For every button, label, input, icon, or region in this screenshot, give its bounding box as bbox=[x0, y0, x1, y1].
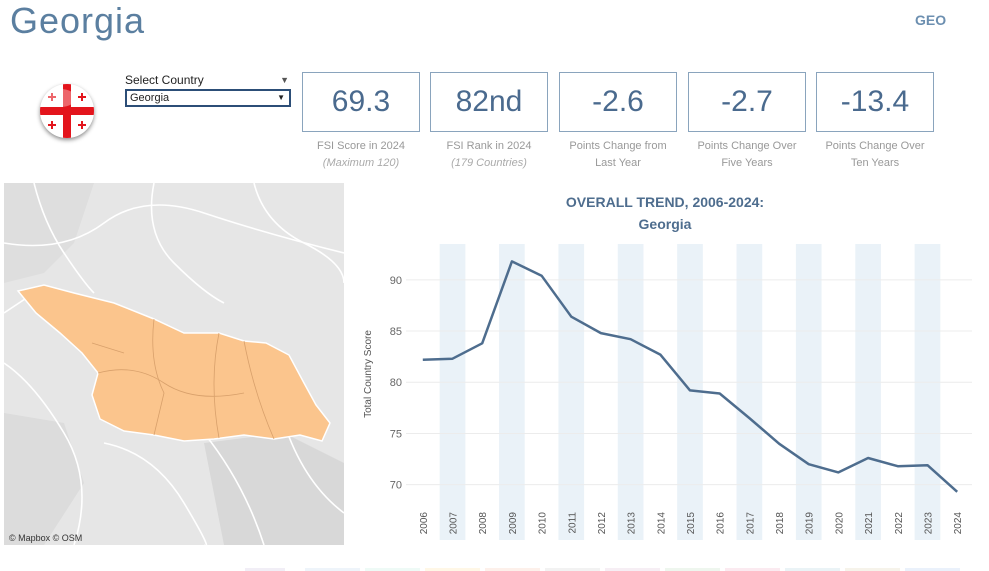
chart-title-text: OVERALL TREND, 2006-2024: bbox=[565, 194, 765, 210]
country-code: GEO bbox=[915, 12, 947, 28]
chart-subtitle: Georgia bbox=[638, 216, 692, 232]
y-tick-label: 90 bbox=[390, 275, 402, 287]
x-tick-label: 2012 bbox=[597, 512, 608, 535]
kpi-label: FSI Rank in 2024 bbox=[446, 140, 532, 152]
year-band bbox=[795, 244, 822, 540]
kpi-change-last-year: -2.6 Points Change from Last Year bbox=[559, 72, 677, 172]
x-tick-label: 2021 bbox=[864, 512, 875, 535]
year-band bbox=[855, 244, 881, 540]
kpi-sublabel: Five Years bbox=[721, 157, 773, 169]
chevron-down-icon[interactable]: ▼ bbox=[277, 93, 285, 102]
x-tick-label: 2024 bbox=[953, 512, 964, 535]
kpi-value: -13.4 bbox=[816, 72, 934, 132]
trend-chart[interactable]: 70 75 80 85 90 Total Country Score 2006 2007 200… bbox=[350, 240, 980, 550]
x-tick-label: 2013 bbox=[627, 512, 638, 535]
selector-menu-caret-icon[interactable]: ▼ bbox=[280, 75, 289, 85]
chart-title: OVERALL TREND, 2006-2024: Georgia bbox=[470, 191, 860, 235]
map-graphic bbox=[4, 183, 344, 545]
x-tick-label: 2011 bbox=[567, 512, 578, 534]
kpi-change-ten-years: -13.4 Points Change Over Ten Years bbox=[816, 72, 934, 172]
kpi-fsi-score: 69.3 FSI Score in 2024 (Maximum 120) bbox=[302, 72, 420, 172]
y-tick-label: 70 bbox=[390, 480, 402, 492]
kpi-sublabel: Last Year bbox=[595, 157, 641, 169]
year-band bbox=[558, 244, 585, 540]
x-tick-label: 2016 bbox=[716, 512, 727, 535]
x-tick-label: 2008 bbox=[478, 512, 489, 535]
kpi-value: 69.3 bbox=[302, 72, 420, 132]
series-line bbox=[422, 260, 959, 493]
x-tick-label: 2010 bbox=[538, 512, 549, 535]
page-title: Georgia bbox=[10, 0, 146, 41]
year-band bbox=[499, 244, 525, 540]
country-dropdown[interactable]: Georgia ▼ bbox=[125, 89, 291, 107]
kpi-value: -2.6 bbox=[559, 72, 677, 132]
year-band bbox=[617, 244, 644, 540]
x-tick-label: 2022 bbox=[894, 512, 905, 535]
x-tick-label: 2023 bbox=[923, 512, 934, 535]
x-tick-label: 2017 bbox=[745, 512, 756, 535]
kpi-label: Points Change from bbox=[569, 140, 667, 152]
x-tick-label: 2014 bbox=[656, 512, 667, 535]
country-selector[interactable]: Select Country ▼ Georgia ▼ bbox=[125, 73, 291, 107]
select-country-label: Select Country bbox=[125, 73, 204, 87]
map-attribution[interactable]: © Mapbox © OSM bbox=[9, 533, 83, 543]
x-tick-label: 2009 bbox=[508, 512, 519, 535]
y-tick-label: 75 bbox=[390, 428, 402, 440]
kpi-fsi-rank: 82nd FSI Rank in 2024 (179 Countries) bbox=[430, 72, 548, 172]
country-map[interactable]: © Mapbox © OSM bbox=[4, 183, 344, 545]
kpi-label: FSI Score in 2024 bbox=[316, 140, 406, 152]
year-band bbox=[914, 244, 941, 540]
x-tick-label: 2019 bbox=[805, 512, 816, 535]
kpi-sublabel: (179 Countries) bbox=[451, 157, 527, 169]
kpi-change-five-years: -2.7 Points Change Over Five Years bbox=[688, 72, 806, 172]
x-tick-label: 2015 bbox=[686, 512, 697, 535]
x-tick-label: 2006 bbox=[419, 512, 430, 535]
kpi-label: Points Change Over bbox=[825, 140, 925, 152]
year-band bbox=[736, 244, 763, 540]
georgia-flag-icon bbox=[40, 84, 94, 138]
year-band bbox=[439, 244, 466, 540]
kpi-label: Points Change Over bbox=[697, 140, 797, 152]
bottom-strip bbox=[245, 568, 960, 571]
x-tick-label: 2018 bbox=[775, 512, 786, 535]
x-tick-label: 2007 bbox=[449, 512, 460, 535]
country-dropdown-value: Georgia bbox=[130, 92, 170, 104]
y-tick-label: 80 bbox=[390, 377, 402, 389]
y-tick-label: 85 bbox=[390, 326, 402, 338]
kpi-value: -2.7 bbox=[688, 72, 806, 132]
kpi-value: 82nd bbox=[430, 72, 548, 132]
y-axis-label: Total Country Score bbox=[363, 330, 374, 418]
kpi-sublabel: (Maximum 120) bbox=[322, 157, 400, 169]
x-tick-label: 2020 bbox=[834, 512, 845, 535]
kpi-sublabel: Ten Years bbox=[850, 157, 900, 169]
